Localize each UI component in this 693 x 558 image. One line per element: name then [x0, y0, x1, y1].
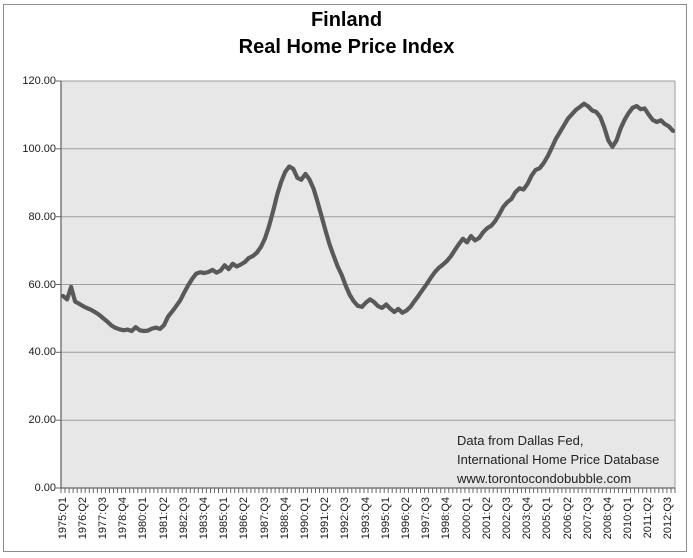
- x-axis-tick-label: 1983:Q4: [197, 497, 210, 540]
- y-axis-tick-label: 100.00: [22, 143, 56, 155]
- x-axis-tick-label: 1995:Q1: [379, 497, 392, 540]
- x-axis-tick-label: 2006:Q2: [561, 497, 574, 540]
- x-axis-tick-label: 1980:Q1: [137, 497, 150, 540]
- x-axis-tick-label: 1975:Q1: [56, 497, 69, 540]
- x-axis-tick-label: 1987:Q3: [258, 497, 271, 540]
- y-axis-tick-label: 40.00: [28, 346, 56, 358]
- x-axis-tick-label: 1986:Q2: [238, 497, 251, 540]
- x-axis-tick-label: 2005:Q1: [541, 497, 554, 540]
- y-axis-tick-label: 0.00: [34, 482, 56, 494]
- y-axis-tick-label: 60.00: [28, 279, 56, 291]
- x-axis-tick-label: 2007:Q3: [581, 497, 594, 540]
- x-axis-tick-label: 2001:Q2: [480, 497, 493, 540]
- price-line-series: [60, 101, 676, 334]
- chart-border-frame: [3, 4, 687, 552]
- x-axis-tick-label: 2000:Q1: [460, 497, 473, 540]
- source-annotation: Data from Dallas Fed, International Home…: [457, 431, 677, 488]
- x-axis-tick-label: 1992:Q3: [339, 497, 352, 540]
- y-axis-tick-label: 80.00: [28, 211, 56, 223]
- x-axis-tick-label: 1985:Q1: [218, 497, 231, 540]
- x-axis-tick-label: 2012:Q3: [662, 497, 675, 540]
- x-axis-tick-label: 1981:Q2: [157, 497, 170, 540]
- x-axis-tick-label: 1978:Q4: [117, 497, 130, 540]
- x-axis-tick-label: 2010:Q1: [622, 497, 634, 540]
- x-axis-tick-label: 1976:Q2: [76, 497, 89, 540]
- x-axis-tick-label: 1991:Q2: [319, 497, 332, 540]
- y-axis-tick-label: 20.00: [28, 414, 56, 426]
- source-annotation-line1: Data from Dallas Fed,: [457, 433, 584, 448]
- x-axis-tick-label: 1993:Q4: [359, 497, 372, 540]
- x-axis-tick-label: 1988:Q4: [278, 497, 291, 540]
- x-axis-tick-label: 1996:Q2: [399, 497, 412, 540]
- chart-title: Finland Real Home Price Index: [0, 7, 693, 61]
- x-axis-tick-label: 2011:Q2: [642, 497, 655, 539]
- y-axis-tick-label: 120.00: [22, 75, 56, 87]
- x-axis-tick-label: 2008:Q4: [601, 497, 614, 540]
- x-axis-tick-label: 1982:Q3: [177, 497, 190, 540]
- x-axis-tick-label: 1977:Q3: [96, 497, 109, 540]
- source-annotation-line2: International Home Price Database: [457, 452, 660, 467]
- x-axis-tick-label: 1998:Q4: [440, 497, 453, 540]
- x-axis-tick-label: 1997:Q3: [420, 497, 433, 540]
- source-annotation-line3: www.torontocondobubble.com: [457, 471, 632, 486]
- x-axis-tick-label: 1990:Q1: [298, 497, 311, 540]
- x-axis-tick-label: 2002:Q3: [500, 497, 513, 540]
- chart-title-line1: Finland: [310, 9, 383, 31]
- chart-title-line2: Real Home Price Index: [238, 36, 455, 58]
- x-axis-tick-label: 2003:Q4: [521, 497, 534, 540]
